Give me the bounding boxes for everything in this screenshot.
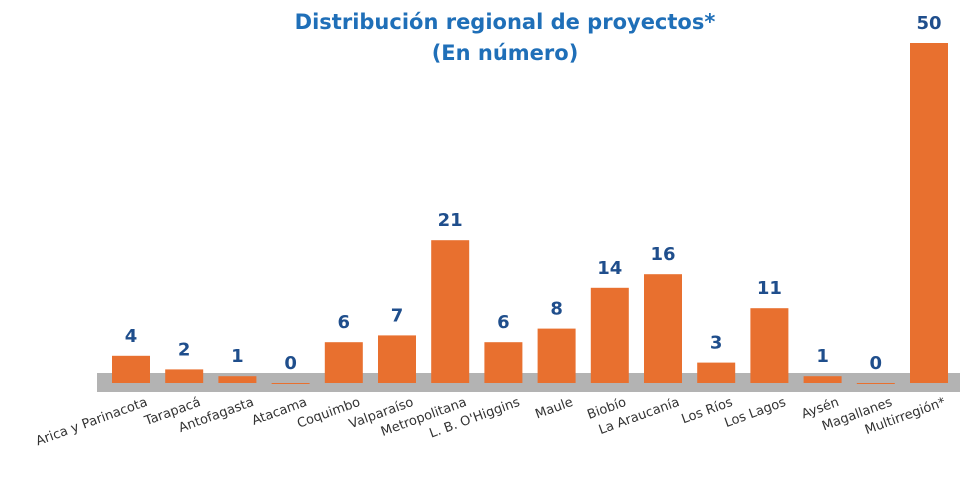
value-label: 50 <box>916 13 941 34</box>
value-label: 21 <box>438 210 463 231</box>
bar <box>484 342 523 383</box>
x-tick-label: Arica y Parinacota <box>34 395 150 449</box>
bar <box>431 240 470 383</box>
bar <box>218 376 257 383</box>
bar <box>324 342 363 383</box>
value-label: 4 <box>125 326 138 347</box>
value-label: 6 <box>497 312 510 333</box>
value-label: 16 <box>650 244 675 265</box>
bar <box>856 383 895 384</box>
bar <box>271 383 310 384</box>
bar <box>910 43 948 383</box>
chart-title: Distribución regional de proyectos* <box>295 10 716 34</box>
bar <box>112 355 150 383</box>
bar <box>590 287 629 383</box>
value-label: 1 <box>231 346 244 367</box>
value-label: 3 <box>710 333 723 354</box>
value-label: 14 <box>597 258 622 279</box>
x-tick-label: Los Lagos <box>723 395 789 431</box>
value-label: 6 <box>338 312 351 333</box>
bar <box>803 376 842 383</box>
bar <box>644 274 682 383</box>
chart-subtitle: (En número) <box>432 41 579 65</box>
value-label: 0 <box>284 353 297 374</box>
value-label: 7 <box>391 305 404 326</box>
value-label: 0 <box>870 353 883 374</box>
bar <box>165 369 204 383</box>
bar <box>378 335 416 383</box>
value-label: 11 <box>757 278 782 299</box>
bar <box>750 308 789 383</box>
value-label: 8 <box>550 299 563 320</box>
baseline-band <box>97 373 960 392</box>
bar <box>537 328 576 383</box>
x-tick-label: Maule <box>533 395 575 422</box>
bar <box>697 362 736 383</box>
value-label: 1 <box>816 346 829 367</box>
value-label: 2 <box>178 339 191 360</box>
